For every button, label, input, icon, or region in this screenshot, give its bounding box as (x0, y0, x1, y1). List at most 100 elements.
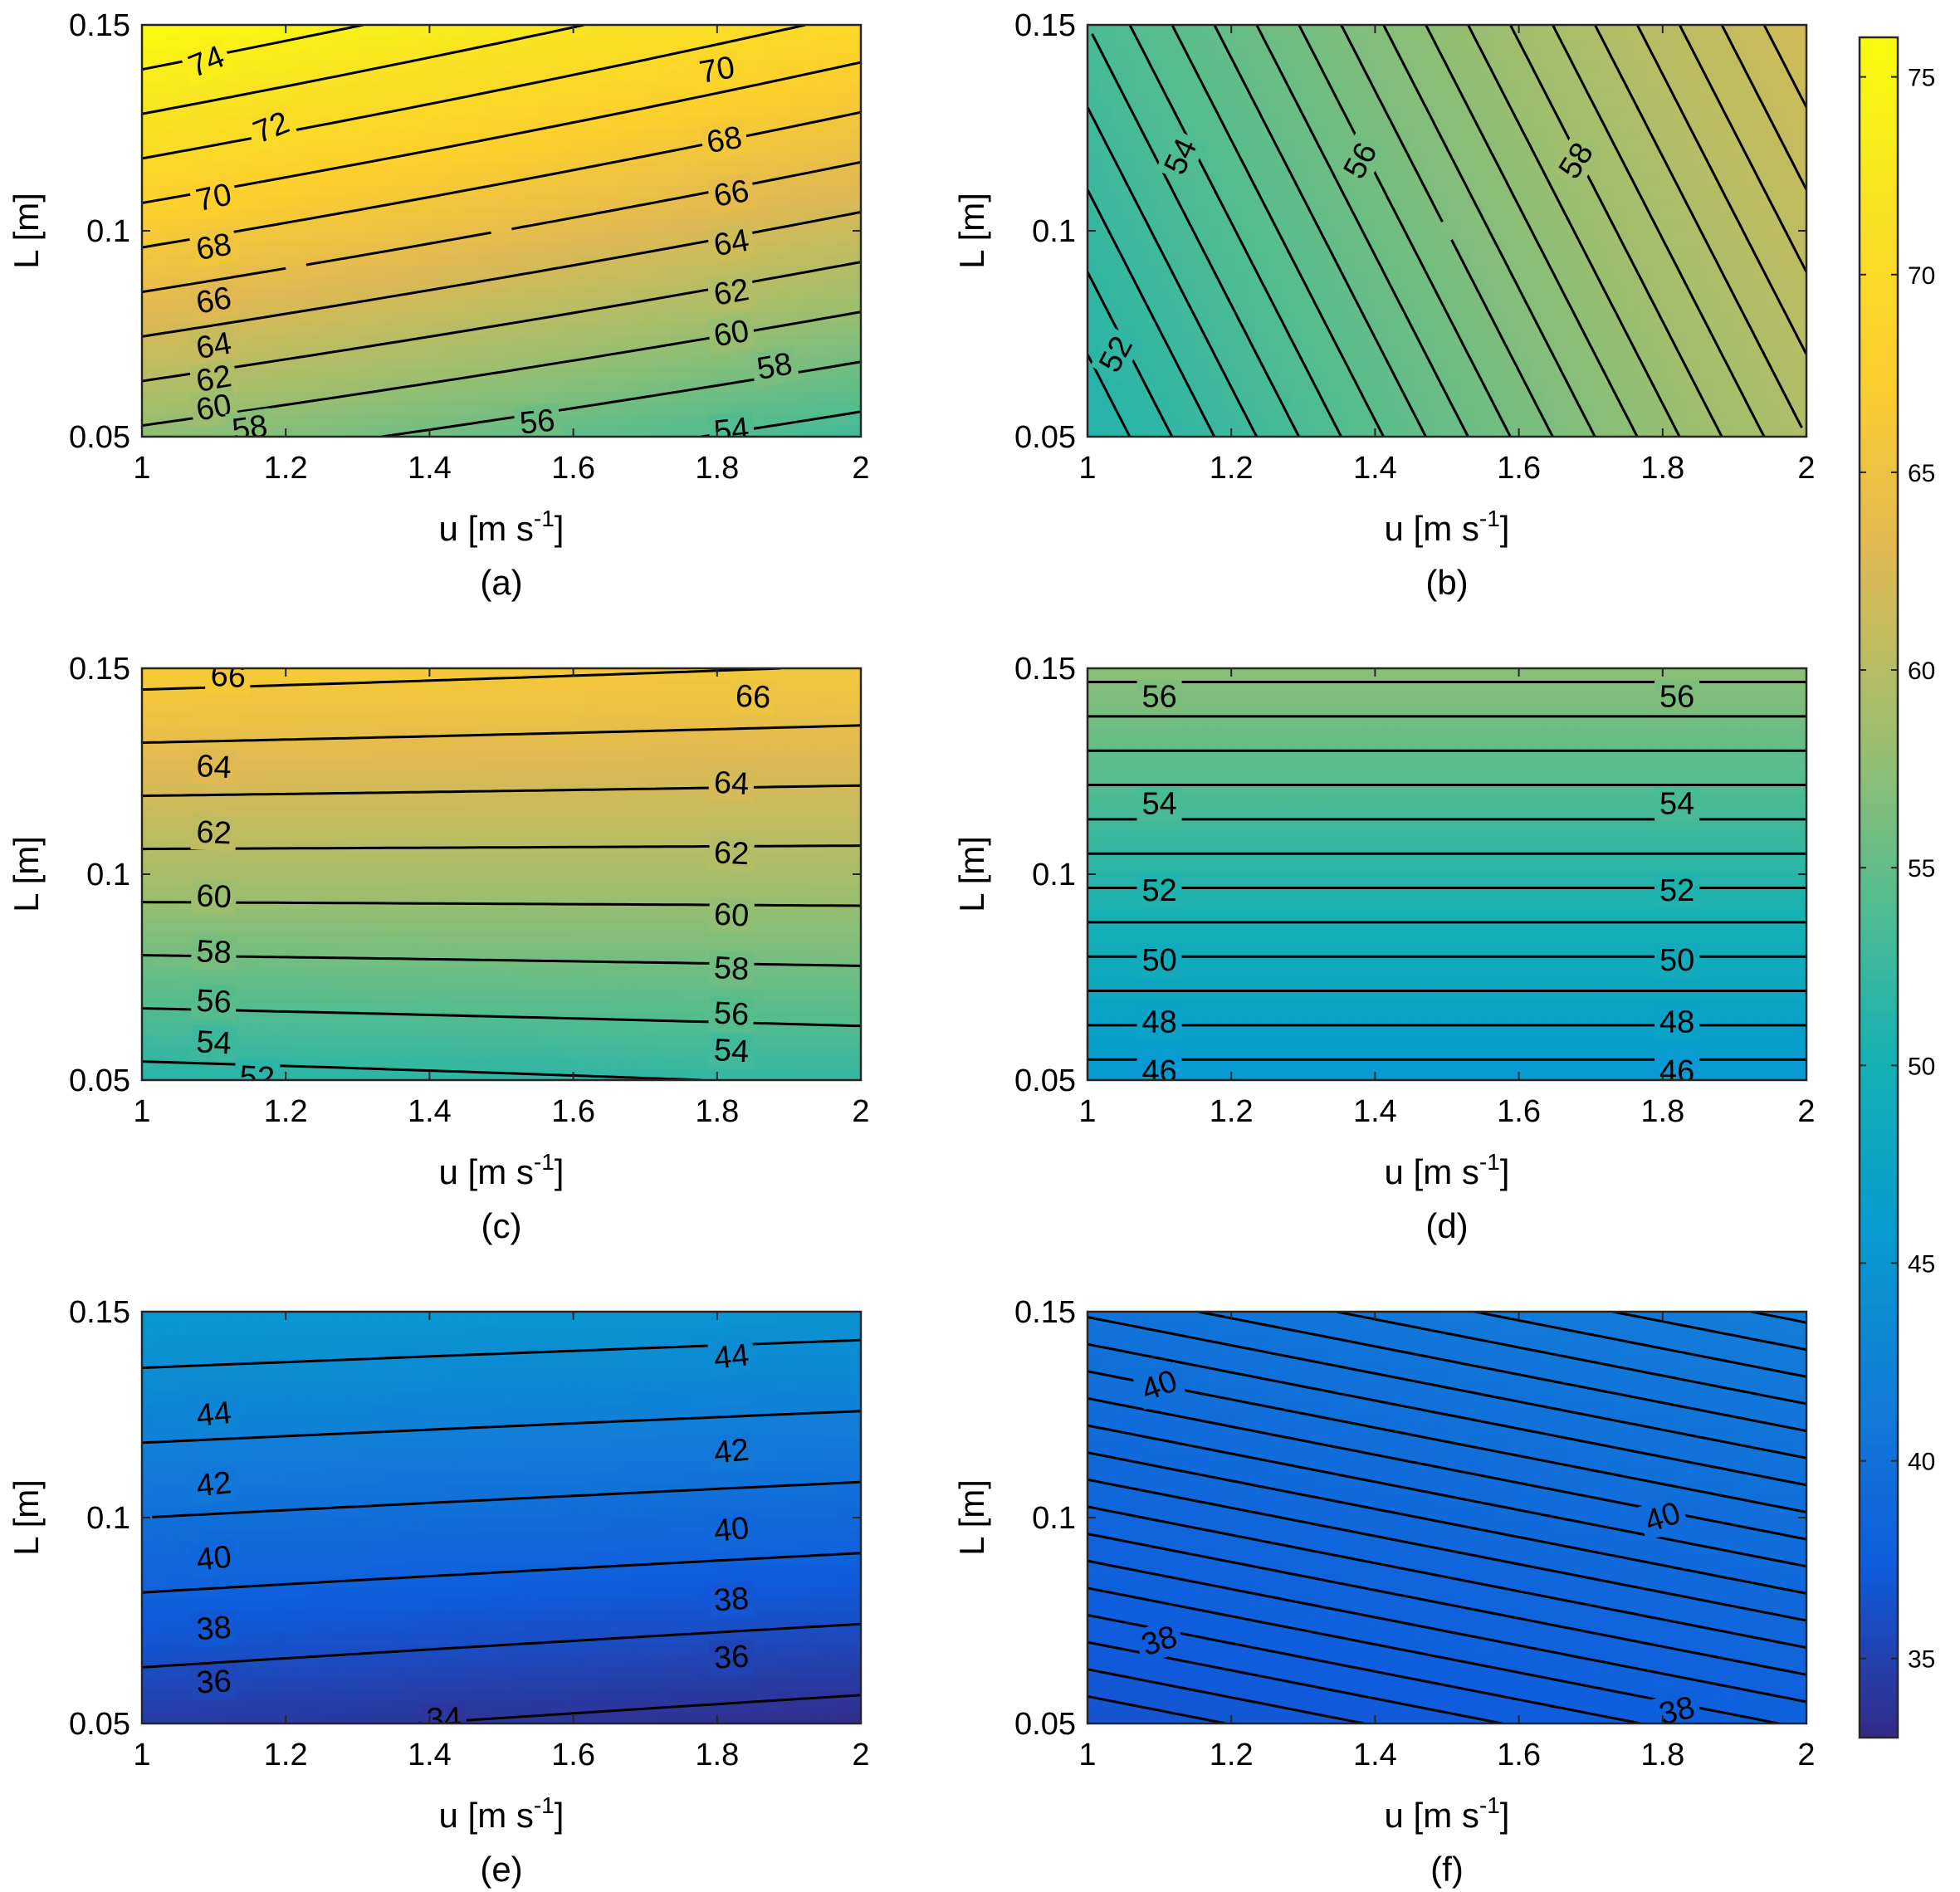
x-tick-label: 2 (1797, 1738, 1815, 1772)
colorbar-segment (1860, 76, 1898, 85)
y-tick-label: 0.05 (69, 1707, 130, 1742)
contour-label: 60 (713, 897, 750, 934)
colorbar-segment (1860, 284, 1898, 293)
colorbar-segment (1860, 1397, 1898, 1406)
colorbar-segment (1860, 1211, 1898, 1221)
panel-caption: (b) (1425, 563, 1468, 602)
colorbar-segment (1860, 238, 1898, 247)
contour-line (1678, 25, 1806, 273)
panel-e-surface (142, 1312, 861, 1723)
colorbar-segment (1860, 369, 1898, 379)
contour-line (1128, 25, 1342, 437)
colorbar: 35 40 45 50 55 60 65 70 75 (1858, 36, 1935, 1739)
colorbar-segment (1860, 207, 1898, 216)
colorbar-segment (1860, 183, 1898, 193)
panel-a-surface (142, 25, 861, 437)
colorbar-segment (1860, 895, 1898, 904)
colorbar-segment (1860, 1173, 1898, 1182)
colorbar-segment (1860, 1498, 1898, 1507)
colorbar-segment (1860, 1243, 1898, 1252)
y-tick-label: 0.05 (69, 420, 130, 455)
colorbar-segment (1860, 1166, 1898, 1175)
x-tick-label: 1.6 (1497, 1738, 1541, 1772)
colorbar-tick-label: 45 (1908, 1250, 1935, 1278)
colorbar-segment (1860, 956, 1898, 966)
colorbar-segment (1860, 1405, 1898, 1414)
x-tick-label: 2 (1797, 1094, 1815, 1129)
colorbar-segment (1860, 160, 1898, 170)
contour-label: 50 (1659, 943, 1694, 978)
y-tick-label: 0.05 (69, 1063, 130, 1098)
colorbar-segment (1860, 508, 1898, 517)
colorbar-segment (1860, 115, 1898, 124)
x-tick-label: 1.2 (1210, 1094, 1254, 1129)
colorbar-segment (1860, 1374, 1898, 1383)
colorbar-segment (1860, 1629, 1898, 1638)
colorbar-segment (1860, 1111, 1898, 1121)
contour-label: 46 (1141, 1054, 1176, 1089)
y-tick-label: 0.15 (1014, 8, 1076, 43)
colorbar-segment (1860, 1428, 1898, 1437)
contour-line (142, 724, 861, 745)
panel-d-contour-labels: 56 54 52 50 48 46 56 54 52 50 48 46 (1136, 679, 1700, 1089)
colorbar-segment (1860, 941, 1898, 951)
colorbar-segment (1860, 585, 1898, 595)
colorbar-segment (1860, 60, 1898, 70)
colorbar-segment (1860, 276, 1898, 286)
x-tick-label: 1.4 (1353, 1738, 1397, 1772)
contour-label: 54 (195, 1024, 232, 1061)
colorbar-segment (1860, 1582, 1898, 1591)
panel-caption: (d) (1425, 1206, 1468, 1245)
contour-label: 62 (195, 814, 232, 851)
x-axis-label: u [m s-1] (1385, 1149, 1510, 1191)
contour-line (1088, 188, 1216, 437)
colorbar-segment (1860, 540, 1898, 549)
colorbar-segment (1860, 879, 1898, 888)
colorbar-segment (1860, 1668, 1898, 1677)
panel-a-contours (142, 25, 861, 437)
colorbar-segment (1860, 1034, 1898, 1043)
colorbar-segment (1860, 1467, 1898, 1476)
colorbar-segment (1860, 872, 1898, 881)
colorbar-segment (1860, 1552, 1898, 1561)
contour-line (142, 784, 861, 798)
panel-caption: (e) (480, 1850, 522, 1889)
contour-line (1088, 1505, 1806, 1650)
contour-line (1467, 25, 1681, 437)
colorbar-segment (1860, 1729, 1898, 1738)
colorbar-segment (1860, 1699, 1898, 1708)
contour-line (1091, 33, 1301, 437)
colorbar-segment (1860, 1351, 1898, 1360)
y-tick-label: 0.15 (1014, 1295, 1076, 1330)
colorbar-segment (1860, 1598, 1898, 1607)
x-tick-label: 1 (1078, 1738, 1096, 1772)
colorbar-segment (1860, 1297, 1898, 1306)
x-tick-label: 1.6 (551, 1738, 595, 1772)
colorbar-segment (1860, 269, 1898, 278)
colorbar-segment (1860, 1575, 1898, 1584)
contour-label: 60 (711, 314, 752, 354)
colorbar-segment (1860, 632, 1898, 641)
colorbar-segment (1860, 833, 1898, 842)
colorbar-segment (1860, 1691, 1898, 1700)
colorbar-segment (1860, 694, 1898, 703)
colorbar-segment (1860, 1714, 1898, 1723)
colorbar-segment (1860, 222, 1898, 232)
colorbar-segment (1860, 1266, 1898, 1275)
contour-label: 54 (1659, 787, 1694, 822)
colorbar-segment (1860, 501, 1898, 510)
colorbar-segment (1860, 1150, 1898, 1159)
colorbar-segment (1860, 1536, 1898, 1546)
colorbar-segment (1860, 493, 1898, 502)
colorbar-segment (1860, 578, 1898, 587)
colorbar-segment (1860, 725, 1898, 734)
contour-line (1382, 25, 1596, 437)
x-tick-label: 1.6 (551, 451, 595, 486)
contour-line (1340, 25, 1554, 437)
y-axis-label: L [m] (7, 836, 46, 912)
contour-label: 62 (713, 835, 750, 872)
colorbar-segment (1860, 153, 1898, 162)
colorbar-segment (1860, 1559, 1898, 1568)
colorbar-segment (1860, 949, 1898, 958)
x-tick-label: 1.6 (1497, 1094, 1541, 1129)
